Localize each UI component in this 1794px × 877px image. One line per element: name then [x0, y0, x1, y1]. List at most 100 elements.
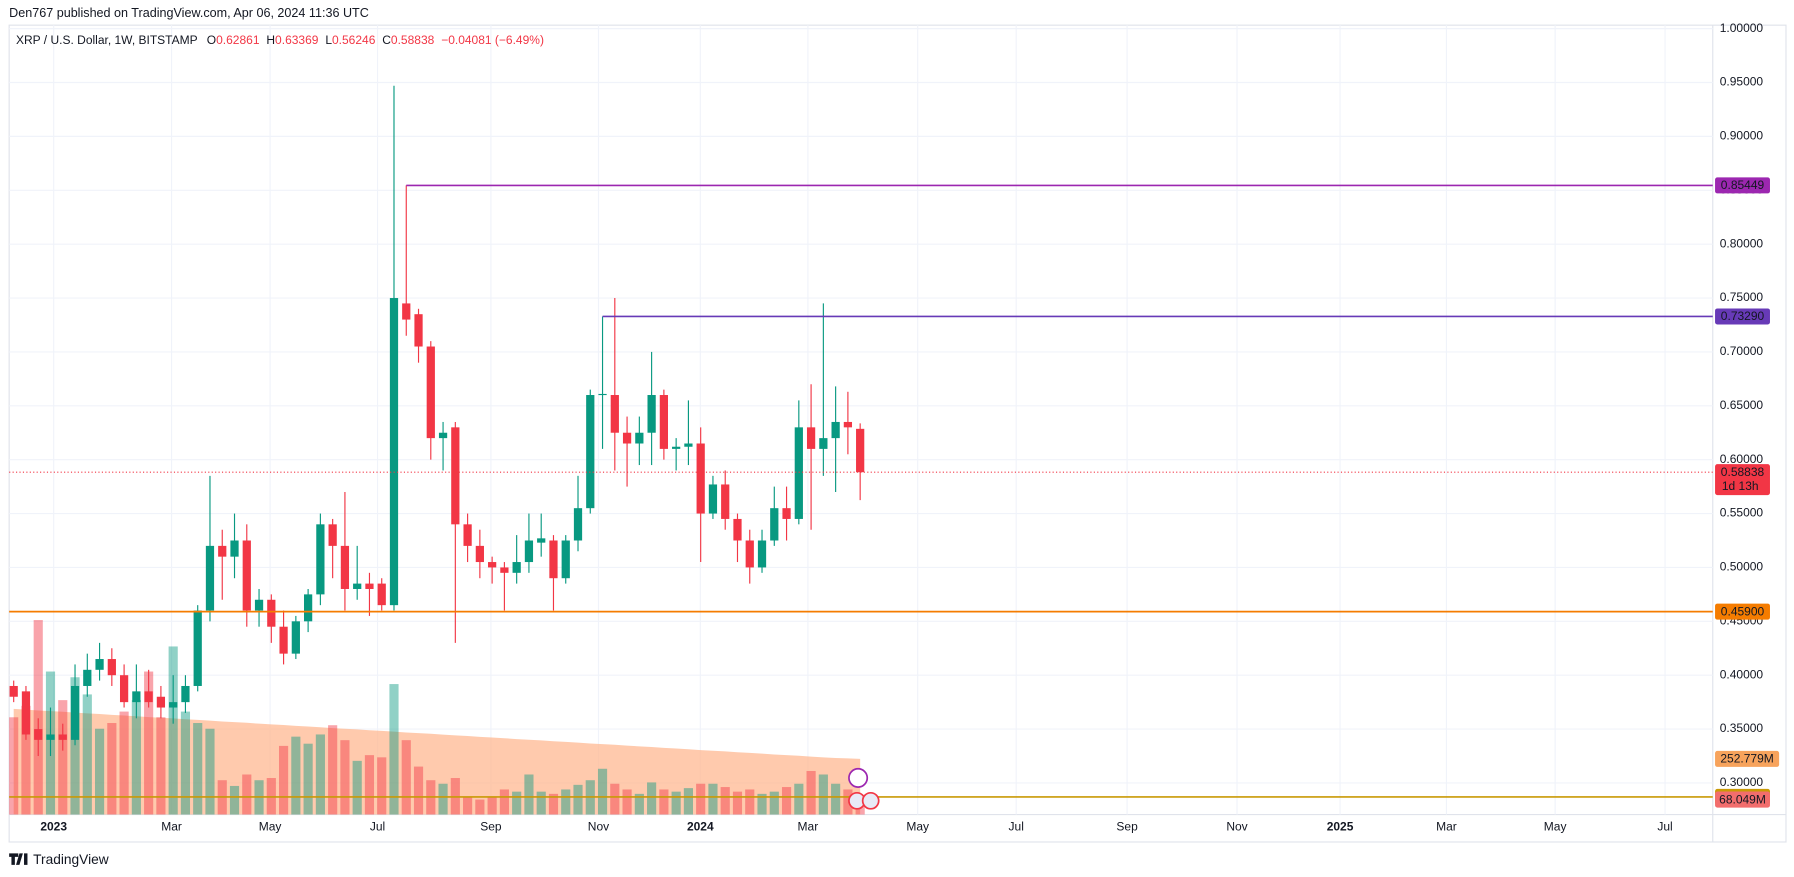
volume-bar [647, 782, 657, 815]
candle-body [132, 691, 141, 703]
candle-body [119, 675, 129, 703]
candle-body [622, 432, 632, 444]
volume-bar [131, 700, 141, 815]
volume-bar [70, 677, 80, 815]
event-icon[interactable] [848, 767, 869, 788]
candle-body [83, 669, 92, 686]
x-tick-label: 2024 [687, 819, 714, 833]
volume-bar [757, 793, 767, 815]
candle-body [500, 567, 509, 573]
volume-bar [180, 711, 191, 815]
candle-body [181, 685, 190, 703]
candle-body [659, 395, 668, 449]
volume-bar [806, 770, 816, 815]
candle-body [169, 702, 178, 708]
volume-bar [536, 791, 546, 815]
legend-value: 0.56246 [332, 33, 376, 47]
candle-body [389, 298, 399, 606]
volume-bar [696, 783, 706, 815]
plot [9, 85, 1713, 815]
volume-bar [548, 793, 559, 815]
grid [9, 25, 1713, 815]
candle-body [218, 545, 227, 557]
brand: TradingView [33, 852, 109, 867]
y-tick-label: 0.40000 [1720, 667, 1764, 681]
candle-body [610, 395, 619, 433]
level-label-bg [1715, 603, 1770, 620]
event-icon[interactable] [861, 791, 880, 810]
volume-bar [229, 785, 240, 815]
volume-bar [291, 736, 301, 815]
candle-body [856, 428, 865, 473]
candle-body [353, 583, 362, 589]
candle-body [806, 427, 816, 449]
x-tick-label: Mar [161, 819, 182, 833]
volume-bar [659, 789, 669, 815]
volume-bar [475, 799, 485, 815]
logo: TradingView [9, 852, 109, 867]
volume-bar [328, 725, 338, 815]
volume-ma-area [13, 708, 861, 815]
y-tick-label: 0.75000 [1720, 290, 1764, 304]
level-label: 0.45900 [1721, 604, 1765, 618]
volume-bar [708, 783, 718, 815]
x-tick-label: 2025 [1327, 819, 1354, 833]
volume-bar [389, 684, 399, 815]
volume-bar [242, 774, 252, 815]
y-tick-label: 1.00000 [1720, 21, 1764, 35]
candle-body [843, 421, 853, 428]
candle-body [205, 545, 215, 611]
candle-body [586, 395, 595, 509]
candle-body [721, 484, 730, 519]
x-tick-label: Mar [1436, 819, 1457, 833]
candle-body [708, 484, 718, 514]
candle-body [733, 518, 742, 541]
level-label-bg [1715, 308, 1770, 325]
x-tick-label: Sep [1116, 819, 1138, 833]
level-label: 0.85449 [1721, 178, 1765, 192]
candle-body [573, 508, 583, 541]
volume-bar [524, 774, 534, 815]
volume-bar [561, 789, 571, 815]
candle-body [549, 540, 558, 579]
x-tick-label: Mar [798, 819, 819, 833]
volume-bar [438, 783, 448, 815]
volume-bar [463, 797, 473, 815]
candle-body [303, 594, 313, 622]
candle-body [193, 610, 202, 686]
y-tick-label: 0.30000 [1720, 775, 1764, 789]
legend-letter: O [207, 33, 216, 47]
y-tick-label: 0.90000 [1720, 129, 1764, 143]
candle-body [254, 599, 264, 611]
logo-mark [9, 853, 28, 865]
legend-letter: L [325, 33, 332, 47]
chart-frame [8, 24, 1787, 843]
volume-bar [94, 728, 105, 815]
volume-bar [597, 768, 608, 815]
candle-body [95, 659, 104, 670]
volume-bar [671, 791, 681, 815]
candle-body [414, 314, 423, 347]
legend-letter: H [266, 33, 275, 47]
legend-value: 0.63369 [275, 33, 319, 47]
volume-bar [720, 787, 730, 815]
volume-bar [340, 740, 350, 815]
candle-body [672, 446, 681, 449]
x-tick-label: Sep [480, 819, 502, 833]
legend-change: −0.04081 (−6.49%) [441, 33, 544, 47]
candle-body [475, 545, 484, 563]
volume-bar [377, 757, 387, 815]
candle-body [340, 545, 350, 589]
volume-bar [745, 789, 755, 815]
candle-body [377, 583, 386, 606]
legend-symbol: XRP / U.S. Dollar, 1W, BITSTAMP [16, 33, 198, 47]
y-tick-label: 0.55000 [1720, 506, 1764, 520]
candle-body [770, 508, 779, 541]
x-tick-label: Jul [1009, 819, 1024, 833]
volume-bar [144, 671, 154, 815]
x-tick-label: Nov [588, 819, 609, 833]
candle-body [230, 540, 239, 557]
legend: XRP / U.S. Dollar, 1W, BITSTAMP O0.62861 H… [16, 33, 544, 47]
candle-body [794, 427, 803, 519]
